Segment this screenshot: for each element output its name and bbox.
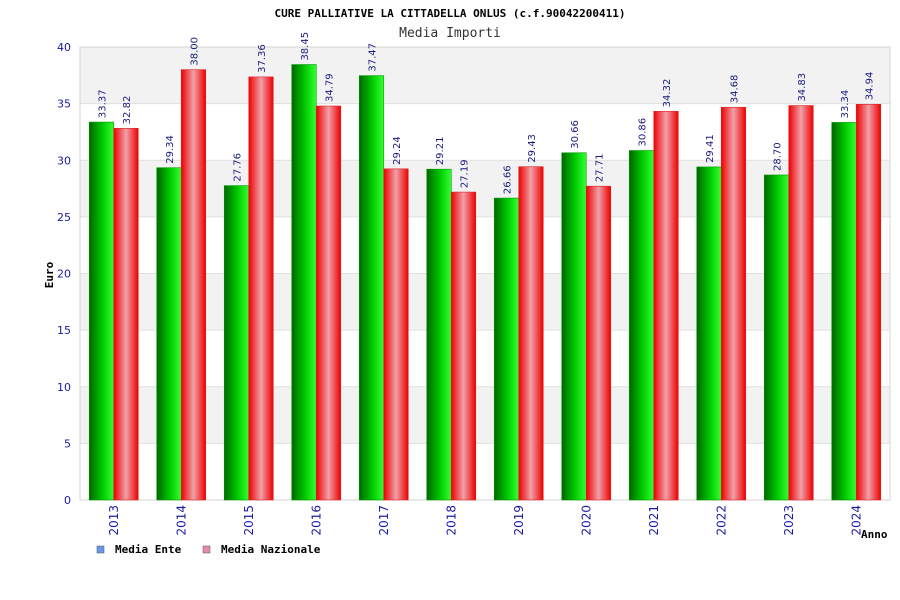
- bar-media-ente-2021: [628, 150, 655, 501]
- legend-label-media-ente: Media Ente: [115, 543, 182, 556]
- x-tick-label: 2013: [107, 505, 121, 536]
- data-label: 29.41: [705, 134, 716, 163]
- bar-media-nazionale-2017: [383, 168, 409, 501]
- bar-media-nazionale-2020: [585, 185, 612, 501]
- bar-media-ente-2017: [358, 75, 385, 501]
- data-label: 26.66: [503, 165, 514, 194]
- bar-media-ente-2018: [426, 168, 452, 501]
- x-axis-ticks: 2013 2014 2015 2016 2017 2018 2019 2020 2021 2022…: [107, 505, 864, 536]
- data-label: 37.47: [368, 43, 379, 72]
- background-band: [80, 160, 890, 217]
- data-label: 34.32: [662, 79, 673, 108]
- x-tick-label: 2019: [512, 505, 526, 536]
- background-bands: [80, 47, 890, 444]
- x-tick-label: 2021: [647, 505, 661, 536]
- data-label: 27.71: [595, 154, 606, 183]
- data-label: 33.34: [840, 90, 851, 119]
- data-label: 34.94: [865, 72, 876, 101]
- bar-media-nazionale-2024: [855, 104, 882, 501]
- bar-media-nazionale-2013: [113, 128, 139, 501]
- data-label: 34.79: [325, 73, 336, 102]
- chart-title: CURE PALLIATIVE LA CITTADELLA ONLUS (c.f…: [275, 7, 626, 20]
- legend-label-media-nazionale: Media Nazionale: [221, 543, 321, 556]
- x-tick-label: 2014: [174, 505, 188, 536]
- y-tick-label: 35: [57, 98, 71, 111]
- data-label: 29.34: [165, 135, 176, 164]
- bar-media-ente-2022: [696, 166, 722, 501]
- bar-media-ente-2024: [831, 122, 857, 501]
- chart-subtitle: Media Importi: [399, 26, 501, 41]
- grid-lines: [80, 103, 890, 444]
- data-label: 28.70: [773, 142, 784, 171]
- bar-media-ente-2023: [763, 174, 790, 501]
- data-label: 38.45: [300, 32, 311, 61]
- bar-media-ente-2014: [156, 167, 182, 501]
- data-label: 29.43: [527, 134, 538, 163]
- data-label: 27.76: [233, 153, 244, 182]
- y-tick-label: 40: [57, 41, 71, 54]
- legend-swatch-media-nazionale: [202, 545, 211, 554]
- data-label: 27.19: [460, 159, 471, 188]
- data-label: 29.24: [392, 136, 403, 165]
- data-labels-group: 33.37 32.82 29.34 38.00 27.76 37.36 38.45 34.79…: [98, 32, 876, 194]
- data-label: 38.00: [190, 37, 201, 66]
- data-label: 30.66: [570, 120, 581, 149]
- plot-frame: [79, 46, 891, 501]
- data-label: 37.36: [257, 44, 268, 73]
- bar-media-nazionale-2015: [248, 76, 274, 501]
- data-label: 32.82: [122, 96, 133, 125]
- legend-swatch-media-ente: [96, 545, 105, 554]
- bar-media-nazionale-2021: [653, 111, 679, 501]
- background-band: [80, 386, 890, 444]
- y-axis-title: Euro: [43, 261, 56, 288]
- x-tick-label: 2024: [849, 505, 863, 536]
- y-tick-label: 5: [64, 437, 71, 450]
- x-tick-label: 2022: [714, 505, 728, 536]
- bar-media-nazionale-2014: [180, 69, 207, 501]
- data-label: 34.83: [797, 73, 808, 102]
- bar-media-ente-2019: [493, 197, 520, 501]
- x-tick-label: 2017: [377, 505, 391, 536]
- x-axis-title: Anno: [861, 528, 888, 541]
- bar-media-nazionale-2018: [450, 191, 477, 501]
- background-band: [80, 47, 890, 104]
- y-tick-label: 0: [64, 494, 71, 507]
- x-tick-label: 2020: [579, 505, 593, 536]
- data-label: 34.68: [730, 75, 741, 104]
- x-tick-label: 2018: [444, 505, 458, 536]
- bars-group: [88, 64, 882, 501]
- y-tick-label: 20: [57, 268, 71, 281]
- bar-media-nazionale-2023: [788, 105, 814, 501]
- bar-media-ente-2016: [291, 64, 317, 501]
- bar-media-nazionale-2016: [315, 105, 342, 501]
- y-tick-label: 10: [57, 381, 71, 394]
- bar-media-nazionale-2019: [518, 166, 544, 501]
- background-band: [80, 273, 890, 331]
- data-label: 30.86: [638, 118, 649, 147]
- x-tick-label: 2023: [782, 505, 796, 536]
- bar-media-ente-2015: [223, 185, 250, 501]
- data-label: 33.37: [98, 89, 109, 118]
- bar-media-ente-2020: [561, 152, 587, 501]
- bar-media-nazionale-2022: [720, 106, 747, 501]
- data-label: 29.21: [435, 137, 446, 166]
- y-tick-label: 25: [57, 211, 71, 224]
- y-tick-label: 15: [57, 324, 71, 337]
- y-axis-ticks: 0 5 10 15 20 25 30 35 40: [57, 41, 71, 507]
- legend: Media Ente Media Nazionale: [96, 543, 321, 556]
- bar-media-ente-2013: [88, 121, 115, 501]
- y-tick-label: 30: [57, 154, 71, 167]
- x-tick-label: 2015: [242, 505, 256, 536]
- x-tick-label: 2016: [309, 505, 323, 536]
